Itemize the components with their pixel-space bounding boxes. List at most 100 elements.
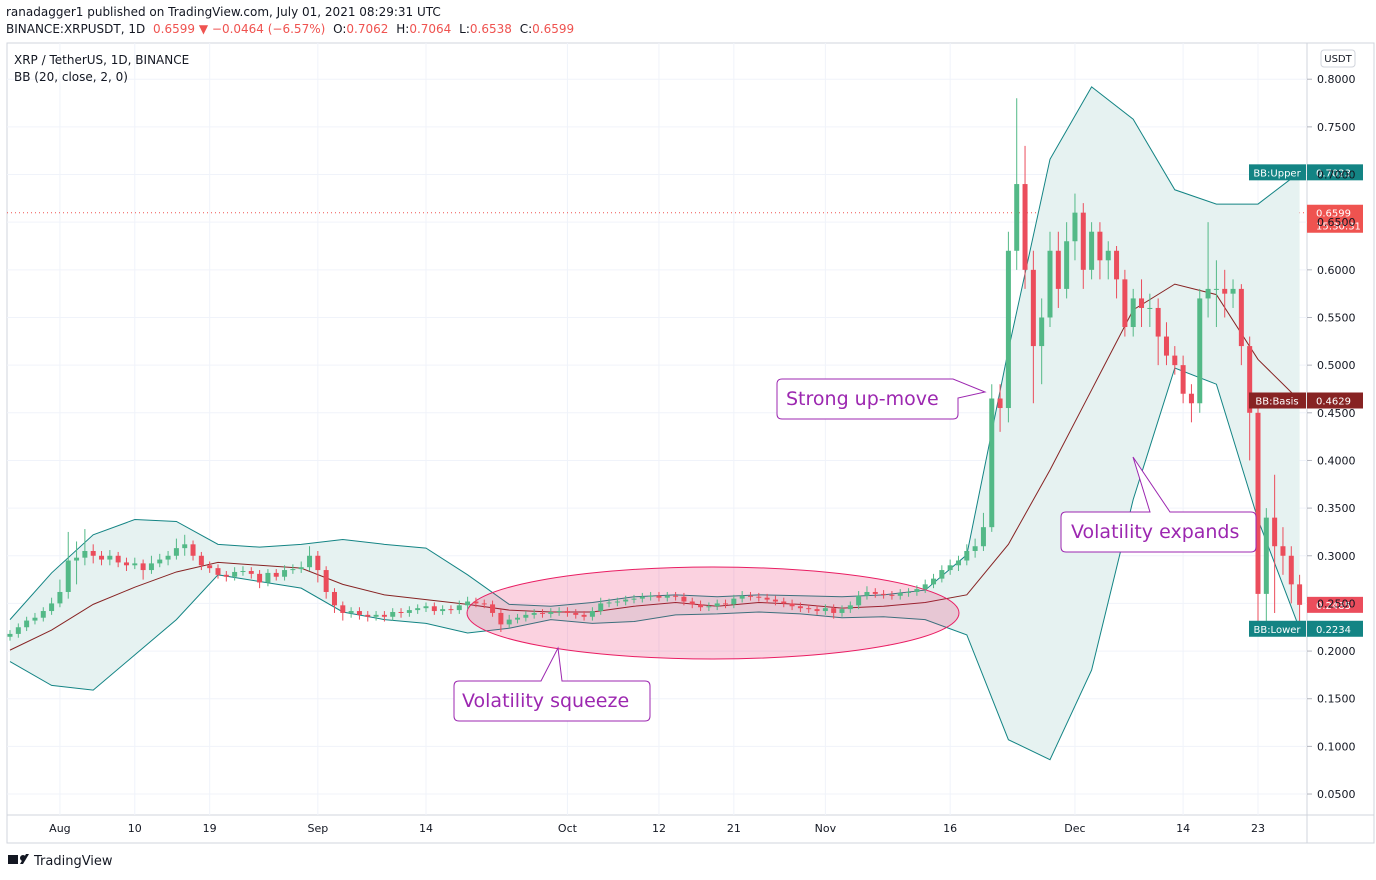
candle-body [1230, 288, 1236, 294]
candle-body [465, 601, 471, 606]
currency: USDT [1324, 54, 1352, 65]
candle-body [1180, 365, 1186, 394]
candle-body [82, 550, 88, 558]
candle-body [564, 611, 570, 613]
candle-body [32, 617, 38, 621]
candle-body [373, 614, 379, 617]
candle-body [614, 601, 620, 603]
frame [6, 42, 1375, 844]
candle-body [947, 565, 953, 571]
candle-body [623, 599, 629, 602]
candle-body [648, 595, 654, 597]
x-tick-label: 12 [652, 822, 666, 835]
candle-body [606, 602, 612, 604]
candle-body [1197, 298, 1203, 404]
candle-body [257, 573, 263, 583]
candle-body [1130, 298, 1136, 328]
candle-body [714, 603, 720, 607]
candle-body [831, 608, 837, 613]
candle-body [1055, 250, 1061, 289]
candle-body [440, 609, 446, 612]
candle-body [856, 595, 862, 606]
candle-body [115, 555, 121, 563]
candle-body [481, 603, 487, 605]
candle-body [756, 596, 762, 598]
candle-body [74, 557, 80, 561]
brand-logo [8, 854, 29, 864]
y-tick-label: 0.2000 [1317, 645, 1356, 658]
candle-body [365, 614, 371, 617]
candle-body [598, 603, 604, 612]
candle-body [1205, 288, 1211, 299]
candle-body [1030, 269, 1036, 347]
x-tick-label: Oct [558, 822, 578, 835]
x-tick-label: 16 [943, 822, 957, 835]
candle-body [639, 596, 645, 599]
candle-body [664, 595, 670, 598]
candle-body [939, 570, 945, 579]
band-line [9, 86, 1300, 620]
candle-body [165, 555, 171, 560]
candle-body [356, 611, 362, 615]
x-tick-label: Nov [815, 822, 837, 835]
y-tick-label: 0.3000 [1317, 550, 1356, 563]
brand: TradingView [33, 854, 113, 869]
candle-body [922, 584, 928, 590]
x-tick-label: 21 [727, 822, 741, 835]
candle-body [348, 611, 354, 613]
candle-body [323, 570, 329, 592]
ohlc-value: 0.6599 [532, 22, 575, 36]
candle-body [523, 614, 529, 618]
ohlc-label: O: [333, 22, 347, 36]
band-tag: 0.2234 [1316, 625, 1351, 636]
annotation-box [776, 378, 987, 420]
price-tags: 0.6599 15:30:31 BB:Upper 0.7023 BB:Basis 0.46… [1249, 164, 1363, 637]
candle-body [273, 572, 279, 577]
candle-body [1238, 288, 1244, 347]
band-fill [10, 86, 1300, 760]
candle-body [531, 612, 537, 615]
x-tick-label: Sep [307, 822, 328, 835]
y-tick-label: 0.3500 [1317, 502, 1356, 515]
candle-body [132, 563, 138, 566]
symbol: BINANCE:XRPUSDT, 1D [6, 22, 146, 36]
y-tick-label: 0.4500 [1317, 407, 1356, 420]
y-tick-label: 0.5000 [1317, 359, 1356, 372]
y-tick-label: 0.7000 [1317, 169, 1356, 182]
symbol-line: BINANCE:XRPUSDT, 1D 0.6599 ▼ −0.0464 (−6… [6, 22, 578, 36]
candle-body [49, 603, 55, 612]
ohlc-c: C:0.6599 [520, 22, 574, 36]
candle-body [897, 592, 903, 596]
candle-body [232, 571, 238, 577]
candle-body [539, 612, 545, 614]
candle-body [298, 567, 304, 570]
candle-body [1114, 250, 1120, 280]
ohlc-l: L:0.6538 [459, 22, 512, 36]
band-line [9, 283, 1300, 651]
candle-body [1105, 250, 1111, 261]
change: 0.6599 ▼ −0.0464 (−6.57%) [153, 22, 326, 36]
candle-body [248, 571, 254, 574]
candle-body [381, 614, 387, 617]
candle-body [822, 608, 828, 612]
candle-body [589, 611, 595, 617]
candle-body [340, 605, 346, 613]
band-tag: 0.7023 [1316, 168, 1351, 179]
candle-body [190, 544, 196, 556]
candle-body [157, 559, 163, 564]
candle-body [173, 548, 179, 556]
chart-title: XRP / TetherUS, 1D, BINANCE [14, 53, 189, 67]
annotation-box [453, 646, 651, 722]
candle-body [764, 597, 770, 600]
ohlc-value: 0.7064 [409, 22, 452, 36]
band-tag-bg [1307, 620, 1363, 637]
candle-body [65, 560, 71, 592]
candle-body [198, 555, 204, 566]
candle-body [282, 570, 288, 577]
candle-body [1263, 517, 1269, 594]
candle-body [1247, 346, 1253, 413]
squeeze-highlight [466, 566, 960, 660]
candle-body [881, 593, 887, 595]
candle-body [215, 568, 221, 575]
